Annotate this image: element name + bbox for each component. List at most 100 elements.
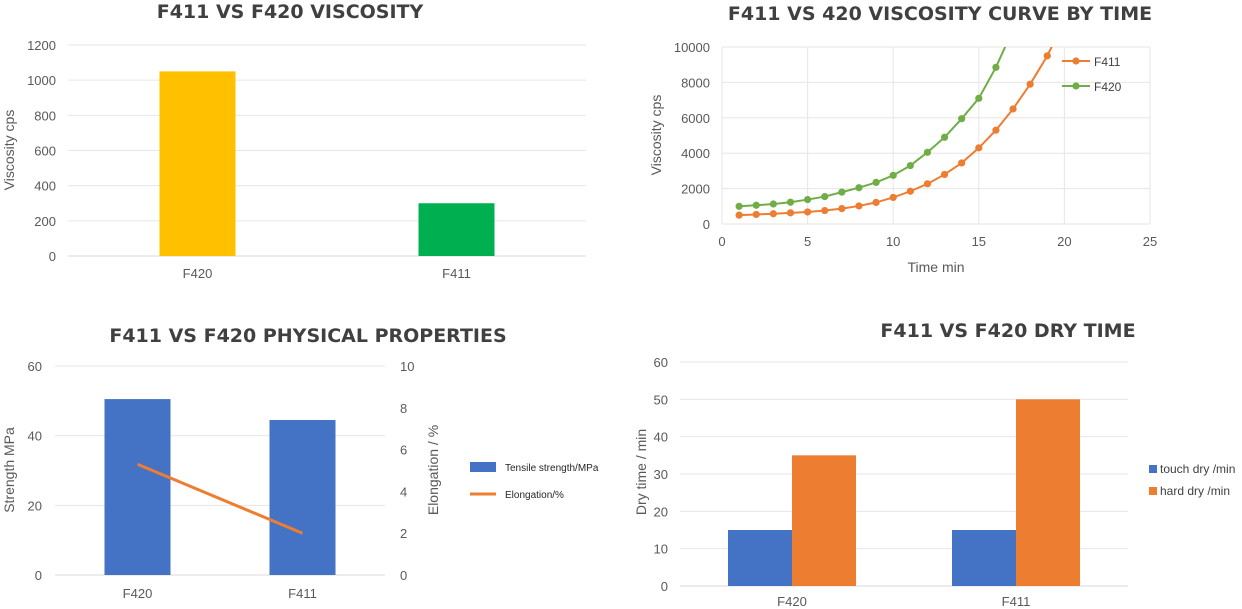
curve-point-f420 [923, 148, 932, 156]
curve-y-tick: 2000 [681, 182, 710, 197]
viscosity-y-tick: 200 [34, 214, 56, 229]
curve-legend-marker [1072, 82, 1080, 90]
physical-y2-tick: 0 [400, 568, 407, 583]
curve-point-f411 [735, 211, 743, 219]
curve-point-f420 [872, 178, 880, 187]
curve-point-f411 [804, 208, 812, 216]
curve-y-ticks: 0 2000 4000 6000 8000 10000 [674, 40, 710, 232]
curve-x-tick: 5 [804, 234, 811, 249]
curve-point-f420 [804, 195, 812, 204]
curve-point-f411 [958, 159, 966, 167]
viscosity-gridlines [68, 44, 586, 257]
viscosity-chart-title: F411 VS F420 VISCOSITY [157, 1, 424, 23]
physical-y2-tick: 6 [400, 443, 407, 458]
physical-elongation-polyline [136, 462, 304, 535]
drytime-x-tick: F420 [777, 594, 807, 609]
drytime-x-tick: F411 [1002, 594, 1031, 609]
curve-y-tick: 10000 [674, 40, 710, 55]
physical-legend-bar-swatch [470, 462, 496, 472]
drytime-y-axis-label: Dry time / min [633, 429, 649, 515]
curve-x-tick: 15 [972, 234, 986, 249]
physical-y2-tick: 4 [400, 484, 407, 499]
curve-point-f411 [992, 126, 1000, 134]
curve-x-tick: 20 [1057, 234, 1071, 249]
curve-point-f411 [940, 170, 949, 179]
curve-y-tick: 6000 [681, 111, 710, 126]
curve-point-f411 [1043, 52, 1051, 60]
physical-strength-bar [269, 419, 336, 575]
curve-y-tick: 0 [703, 217, 710, 232]
physical-elongation-line [136, 462, 304, 535]
viscosity-bar-f411 [418, 203, 495, 256]
drytime-y-tick: 60 [654, 355, 668, 370]
curve-legend-marker [1072, 57, 1080, 65]
physical-y2-tick: 10 [400, 359, 414, 374]
physical-bars [104, 399, 336, 575]
viscosity-x-ticks: F420 F411 [183, 266, 471, 281]
viscosity-y-tick: 1200 [27, 38, 56, 53]
curve-series-f411 [735, 47, 1053, 219]
curve-point-f420 [786, 198, 795, 206]
drytime-legend-swatch [1149, 487, 1157, 495]
curve-point-f411 [821, 206, 829, 215]
physical-x-tick: F411 [288, 586, 317, 601]
curve-point-f411 [855, 202, 863, 210]
physical-x-tick: F420 [123, 586, 153, 601]
curve-point-f420 [1009, 26, 1016, 33]
curve-point-f411 [923, 180, 932, 188]
curve-point-f420 [975, 94, 983, 102]
drytime-legend: touch dry /min hard dry /min [1149, 462, 1235, 498]
curve-legend-label: F411 [1094, 55, 1121, 69]
drytime-chart-title: F411 VS F420 DRY TIME [880, 320, 1135, 342]
drytime-legend-swatch [1149, 465, 1157, 473]
curve-point-f420 [855, 184, 863, 192]
drytime-legend-label: touch dry /min [1160, 462, 1235, 476]
physical-y-tick: 60 [28, 359, 42, 374]
drytime-y-tick: 0 [661, 579, 668, 594]
physical-y-tick: 20 [28, 498, 42, 513]
curve-point-f420 [906, 161, 914, 170]
drytime-chart: F411 VS F420 DRY TIME 0 10 20 30 40 50 60 F420… [633, 320, 1235, 609]
curve-point-f420 [838, 188, 846, 196]
physical-x-ticks: F420 F411 [123, 586, 317, 601]
physical-legend: Tensile strength/MPa Elongation/% [470, 462, 599, 501]
curve-x-ticks: 0 5 10 15 20 25 [718, 234, 1157, 249]
drytime-y-ticks: 0 10 20 30 40 50 60 [654, 355, 668, 594]
curve-point-f420 [735, 202, 743, 210]
drytime-y-tick: 20 [654, 504, 668, 519]
viscosity-x-tick: F411 [442, 266, 471, 281]
curve-x-tick: 25 [1143, 234, 1157, 249]
viscosity-x-tick: F420 [183, 266, 213, 281]
viscosity-y-tick: 800 [34, 108, 56, 123]
physical-y-ticks: 0 20 40 60 [28, 359, 42, 583]
physical-y-tick: 40 [28, 429, 42, 444]
drytime-y-tick: 50 [654, 392, 668, 407]
curve-point-f411 [889, 193, 897, 202]
drytime-bar [792, 455, 856, 586]
curve-point-f420 [821, 192, 829, 201]
curve-gridlines [721, 46, 1151, 225]
physical-y2-ticks: 0 2 4 6 8 10 [400, 359, 414, 583]
physical-strength-bar [104, 399, 171, 575]
drytime-y-tick: 30 [654, 467, 668, 482]
curve-point-f411 [1009, 105, 1017, 113]
drytime-legend-label: hard dry /min [1160, 484, 1230, 498]
drytime-y-tick: 10 [654, 542, 668, 557]
curve-point-f420 [992, 63, 1000, 71]
curve-point-f420 [889, 171, 897, 179]
curve-legend-label: F420 [1094, 80, 1122, 94]
curve-point-f420 [752, 201, 760, 209]
curve-point-f420 [958, 115, 966, 123]
drytime-x-ticks: F420 F411 [777, 594, 1030, 609]
curve-x-axis-label: Time min [907, 259, 964, 275]
curve-point-f411 [906, 187, 914, 195]
curve-series-f420 [735, 26, 1016, 210]
curve-point-f411 [1026, 80, 1034, 88]
viscosity-y-tick: 0 [49, 249, 56, 264]
drytime-bars [728, 399, 1080, 586]
curve-x-tick: 0 [718, 234, 725, 249]
drytime-bar [952, 530, 1016, 586]
curve-point-f420 [769, 200, 777, 208]
viscosity-y-tick: 600 [34, 144, 56, 159]
